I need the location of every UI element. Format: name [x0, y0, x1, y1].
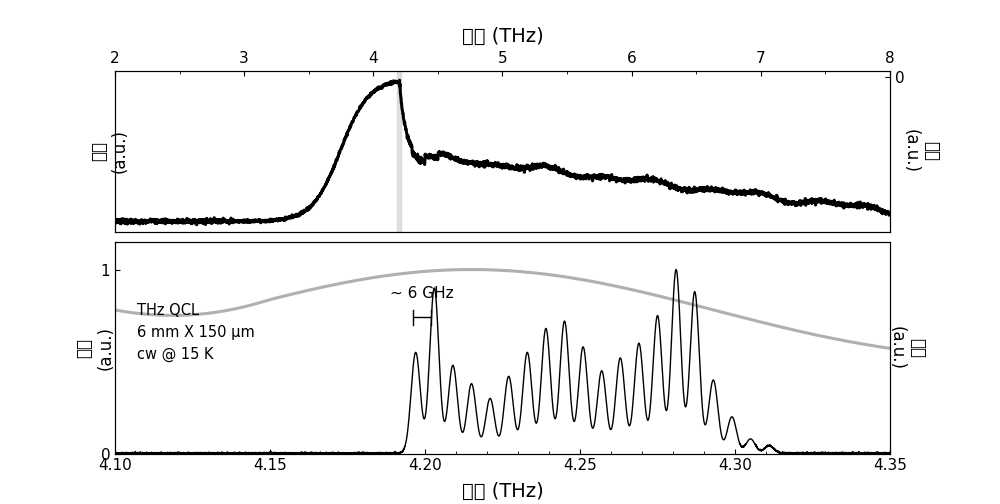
Y-axis label: 强度
(a.u.): 强度 (a.u.) [887, 326, 926, 370]
Bar [397, 71, 401, 232]
X-axis label: 频率 (THz): 频率 (THz) [462, 27, 543, 46]
X-axis label: 频率 (THz): 频率 (THz) [462, 482, 543, 501]
Y-axis label: 强度
(a.u.): 强度 (a.u.) [902, 129, 941, 173]
Text: ~ 6 GHz: ~ 6 GHz [390, 286, 454, 301]
Text: THz QCL
6 mm X 150 μm
cw @ 15 K: THz QCL 6 mm X 150 μm cw @ 15 K [137, 303, 254, 362]
Y-axis label: 强度
(a.u.): 强度 (a.u.) [90, 129, 129, 173]
Y-axis label: 强度
(a.u.): 强度 (a.u.) [76, 326, 114, 370]
